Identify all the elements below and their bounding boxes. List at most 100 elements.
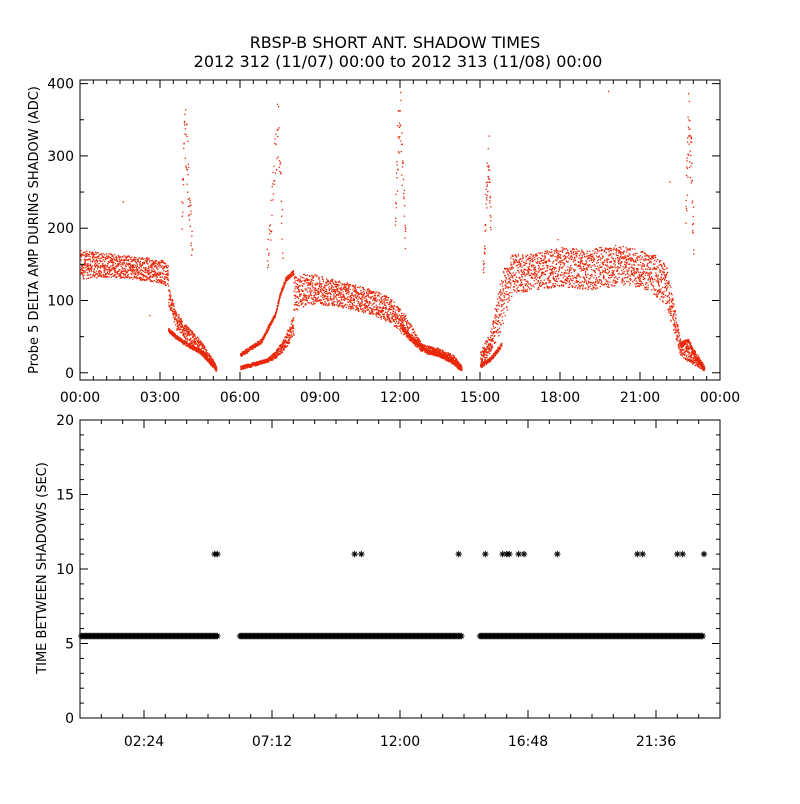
top-point [515, 265, 517, 267]
top-point [340, 302, 342, 304]
top-point [543, 261, 545, 263]
top-point [598, 267, 600, 269]
top-point [361, 298, 364, 301]
top-point [319, 286, 321, 288]
top-point [362, 294, 364, 296]
top-point [571, 267, 573, 269]
top-point [357, 309, 359, 312]
top-point [625, 247, 627, 249]
top-point [84, 251, 86, 253]
top-point [151, 265, 153, 267]
top-point [612, 249, 614, 251]
top-point [382, 307, 385, 309]
top-point [405, 335, 407, 337]
top-point [549, 280, 551, 282]
top-point [80, 259, 82, 261]
top-point [560, 254, 562, 256]
top-point [95, 256, 97, 258]
top-point [244, 366, 246, 368]
top-point [365, 295, 367, 298]
top-point [165, 284, 167, 287]
top-point [295, 308, 297, 310]
top-point [531, 266, 533, 268]
top-point [186, 325, 188, 328]
top-point [122, 256, 124, 258]
top-point [620, 262, 622, 264]
top-point [180, 320, 182, 323]
top-point [306, 299, 308, 301]
top-point [318, 278, 320, 280]
top-point [580, 251, 583, 253]
top-point [402, 323, 404, 325]
top-point [480, 352, 482, 354]
top-point [375, 304, 377, 306]
top-point [122, 272, 125, 275]
top-point [504, 274, 507, 277]
top-point [508, 295, 510, 297]
top-point [350, 302, 352, 304]
top-point [145, 268, 147, 271]
top-point [91, 256, 94, 259]
top-point [552, 277, 554, 279]
top-point [145, 276, 147, 279]
top-point [332, 302, 334, 304]
top-point [552, 283, 554, 285]
top-point [589, 254, 591, 256]
top-point [318, 292, 320, 295]
top-point [389, 320, 391, 322]
top-point [177, 319, 179, 321]
top-point [289, 342, 291, 344]
top-point [164, 283, 166, 285]
top-point [115, 271, 117, 274]
top-point [615, 252, 617, 254]
top-point [111, 261, 113, 263]
top-point [293, 294, 295, 297]
top-point [130, 258, 132, 260]
top-point [145, 269, 147, 272]
top-point [435, 349, 437, 351]
top-point [592, 286, 594, 289]
top-point [124, 271, 126, 273]
top-point [611, 270, 613, 272]
top-point [124, 256, 126, 258]
top-point [393, 320, 396, 322]
top-point [626, 273, 629, 275]
top-point [625, 266, 627, 269]
top-point [499, 300, 501, 302]
top-point [591, 253, 593, 255]
top-point [369, 307, 371, 309]
top-point [544, 270, 547, 273]
top-point [620, 254, 622, 256]
top-point [534, 266, 537, 268]
top-point [604, 282, 607, 285]
top-point [533, 286, 535, 288]
top-point [481, 354, 483, 356]
top-point [159, 279, 161, 281]
top-point [562, 285, 565, 287]
top-point [150, 280, 152, 283]
top-point [349, 284, 352, 286]
top-point [509, 286, 511, 289]
top-point [563, 272, 565, 274]
top-point [385, 305, 387, 307]
top-point [595, 278, 597, 281]
top-point [82, 254, 84, 256]
top-point [346, 304, 348, 306]
top-point [587, 273, 589, 275]
top-point [177, 325, 179, 327]
top-point [547, 276, 550, 279]
top-point [617, 278, 619, 280]
top-point [288, 338, 290, 341]
top-point [563, 273, 565, 275]
top-point [573, 248, 575, 250]
top-point [634, 259, 636, 261]
top-point [331, 290, 333, 292]
top-point [115, 259, 118, 261]
top-point [527, 281, 529, 283]
top-point [373, 292, 375, 294]
top-point [147, 257, 149, 259]
top-point [560, 274, 562, 276]
top-point [318, 288, 320, 290]
top-point [454, 358, 457, 360]
top-point [378, 310, 380, 312]
